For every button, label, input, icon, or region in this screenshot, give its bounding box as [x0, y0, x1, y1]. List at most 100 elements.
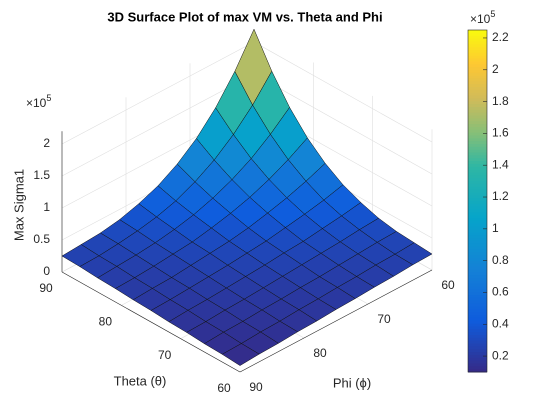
colorbar-swatch: [468, 215, 487, 219]
colorbar-swatch: [468, 337, 487, 342]
colorbar-swatch: [468, 326, 487, 330]
colorbar-swatch: [468, 246, 487, 250]
colorbar-swatch: [468, 69, 487, 74]
colorbar-swatch: [468, 32, 487, 37]
colorbar-tick-label: 0.8: [492, 253, 509, 267]
colorbar-swatch: [468, 181, 487, 185]
colorbar-swatch: [468, 121, 487, 125]
colorbar-swatch: [468, 106, 487, 111]
colorbar-tick-label: 2.2: [492, 30, 509, 44]
colorbar-swatch: [468, 223, 487, 228]
colorbar-swatch: [468, 295, 487, 299]
colorbar-tick-label: 1.8: [492, 94, 509, 108]
y-tick-label: 70: [377, 312, 391, 326]
colorbar-exponent: ×105: [470, 9, 495, 26]
colorbar-swatch: [468, 112, 487, 116]
colorbar-swatch: [468, 232, 487, 236]
colorbar-swatch: [468, 115, 487, 119]
colorbar-swatch: [468, 346, 487, 350]
colorbar-swatch: [468, 144, 487, 148]
colorbar-swatch: [468, 292, 487, 296]
colorbar-swatch: [468, 235, 487, 239]
colorbar-swatch: [468, 67, 487, 71]
colorbar-swatch: [468, 152, 487, 156]
colorbar-swatch: [468, 198, 487, 202]
colorbar-swatch: [468, 146, 487, 151]
colorbar-swatch: [468, 352, 487, 356]
colorbar-swatch: [468, 329, 487, 333]
colorbar-swatch: [468, 166, 487, 171]
z-grid-line: [253, 41, 433, 143]
chart-title: 3D Surface Plot of max VM vs. Theta and …: [107, 9, 382, 24]
colorbar-swatch: [468, 155, 487, 159]
colorbar-swatch: [468, 178, 487, 182]
colorbar-swatch: [468, 332, 487, 336]
colorbar-swatch: [468, 58, 487, 62]
colorbar-swatch: [468, 124, 487, 128]
colorbar-swatch: [468, 95, 487, 99]
colorbar-swatch: [468, 169, 487, 173]
colorbar-swatch: [468, 47, 487, 51]
colorbar-swatch: [468, 61, 487, 65]
colorbar-swatch: [468, 334, 487, 339]
colorbar-swatch: [468, 35, 487, 40]
y-axis-label: Phi (ϕ): [333, 375, 371, 390]
colorbar-swatch: [468, 240, 487, 245]
colorbar-swatch: [468, 135, 487, 139]
colorbar-swatch: [468, 175, 487, 179]
colorbar-swatch: [468, 203, 487, 208]
colorbar-swatch: [468, 78, 487, 82]
colorbar-swatch: [468, 255, 487, 259]
x-tick-label: 80: [99, 315, 113, 329]
colorbar-tick-label: 1.2: [492, 189, 509, 203]
colorbar-swatch: [468, 212, 487, 216]
colorbar-swatch: [468, 141, 487, 145]
colorbar-swatch: [468, 238, 487, 242]
colorbar-swatch: [468, 84, 487, 88]
colorbar-swatch: [468, 303, 487, 307]
colorbar-swatch: [468, 243, 487, 248]
back-wall-left: [62, 29, 254, 273]
colorbar-swatch: [468, 75, 487, 79]
colorbar-swatch: [468, 320, 487, 325]
colorbar-swatch: [468, 87, 487, 91]
colorbar-swatch: [468, 186, 487, 191]
colorbar-swatch: [468, 55, 487, 59]
colorbar-swatch: [468, 252, 487, 256]
z-tick-label: 0.5: [33, 232, 50, 246]
colorbar-swatch: [468, 101, 487, 105]
colorbar-swatch: [468, 272, 487, 276]
colorbar-swatch: [468, 323, 487, 327]
colorbar-swatch: [468, 183, 487, 188]
colorbar-swatch: [468, 163, 487, 168]
colorbar-swatch: [468, 138, 487, 142]
colorbar-swatch: [468, 209, 487, 213]
colorbar-tick-label: 1: [492, 221, 499, 235]
z-grid-line: [61, 73, 255, 177]
colorbar-swatch: [468, 92, 487, 97]
y-tick-label: 80: [313, 346, 327, 360]
colorbar-swatch: [468, 263, 487, 268]
x-axis-line: [61, 271, 241, 373]
colorbar-swatch: [468, 41, 487, 45]
colorbar-swatch: [468, 260, 487, 265]
colorbar-swatch: [468, 289, 487, 293]
colorbar-swatch: [468, 201, 487, 205]
z-grid-line: [253, 73, 433, 175]
colorbar-swatch: [468, 172, 487, 176]
colorbar-swatch: [468, 218, 487, 222]
colorbar-swatch: [468, 343, 487, 347]
x-tick-label: 70: [158, 348, 172, 362]
colorbar-swatch: [468, 49, 487, 54]
colorbar-swatch: [468, 249, 487, 253]
colorbar-swatch: [468, 109, 487, 114]
colorbar-exponent-power: 5: [490, 9, 495, 19]
z-tick-label: 1.5: [33, 168, 50, 182]
z-tick-label: 1: [43, 200, 50, 214]
x-tick-label: 60: [217, 381, 231, 395]
colorbar-swatch: [468, 277, 487, 282]
colorbar-swatch: [468, 354, 487, 359]
colorbar-swatch: [468, 363, 487, 367]
colorbar-swatch: [468, 52, 487, 57]
